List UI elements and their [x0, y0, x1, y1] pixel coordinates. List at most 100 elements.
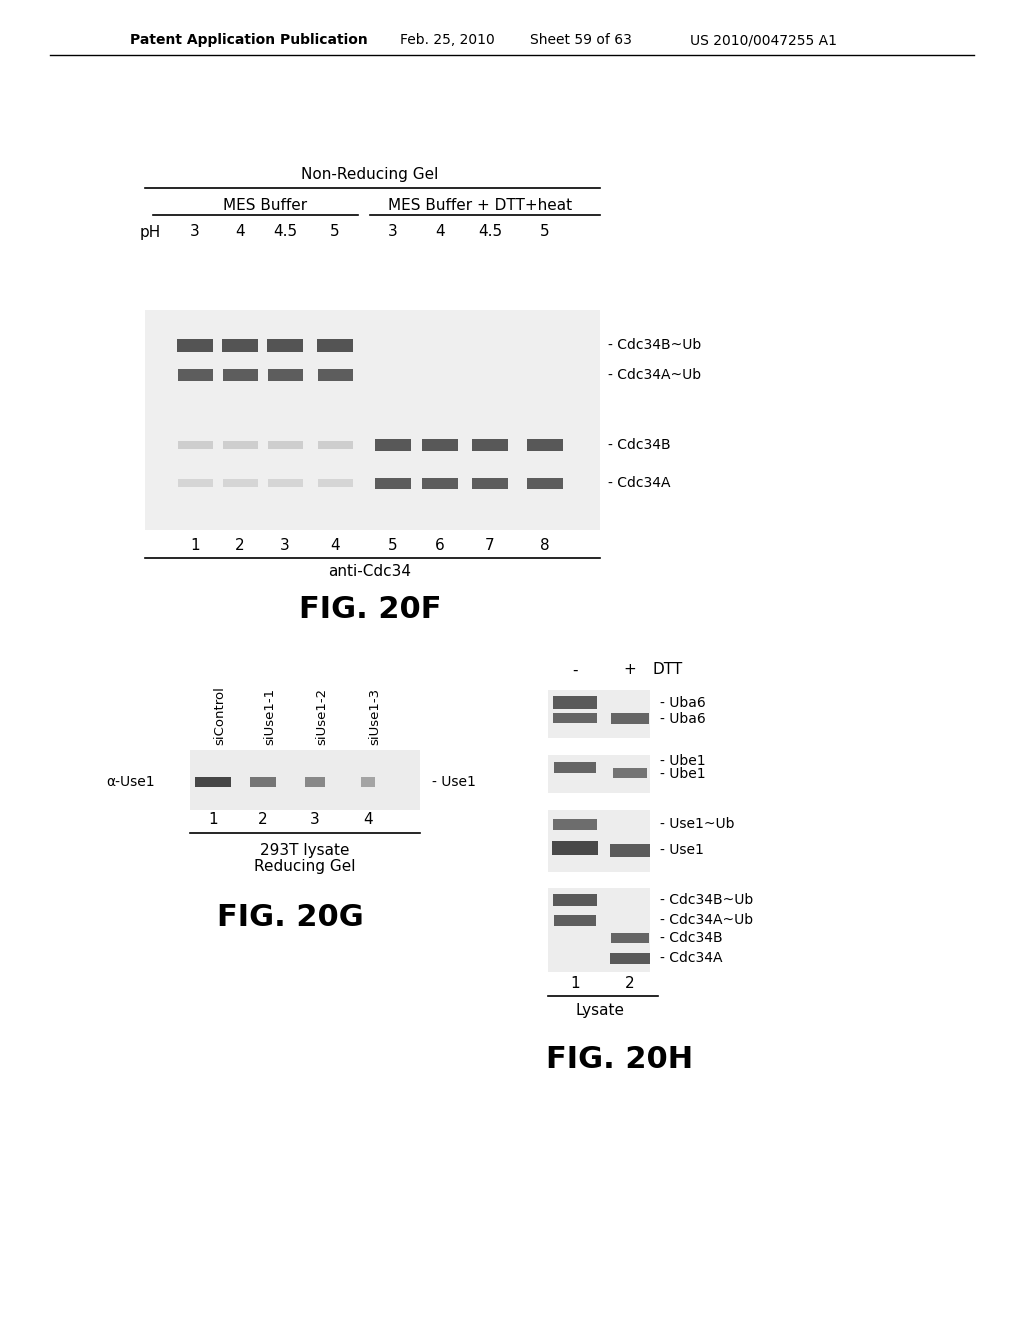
Text: - Cdc34A: - Cdc34A	[608, 477, 671, 490]
Text: 6: 6	[435, 537, 444, 553]
Bar	[548, 755, 650, 793]
Text: - Uba6: - Uba6	[660, 696, 706, 710]
Bar	[177, 370, 213, 381]
Text: FIG. 20F: FIG. 20F	[299, 595, 441, 624]
Bar	[250, 777, 276, 787]
Text: 2: 2	[258, 813, 268, 828]
Text: FIG. 20G: FIG. 20G	[217, 903, 364, 932]
Text: 5: 5	[541, 224, 550, 239]
Bar	[610, 843, 650, 857]
Bar	[553, 894, 597, 906]
Bar	[222, 441, 257, 449]
Bar	[195, 777, 231, 787]
Bar	[177, 479, 213, 487]
Bar	[177, 338, 213, 351]
Bar	[317, 370, 352, 381]
Text: FIG. 20H: FIG. 20H	[547, 1045, 693, 1074]
Bar	[548, 690, 650, 738]
Text: - Cdc34A: - Cdc34A	[660, 950, 723, 965]
Bar	[611, 933, 649, 942]
Text: - Use1: - Use1	[660, 843, 703, 857]
Bar	[375, 478, 411, 488]
Bar	[305, 777, 325, 787]
Bar	[472, 478, 508, 488]
Bar	[553, 696, 597, 709]
Bar	[613, 768, 647, 777]
Bar	[554, 762, 596, 772]
Bar	[548, 888, 650, 972]
Text: MES Buffer + DTT+heat: MES Buffer + DTT+heat	[388, 198, 572, 213]
Text: anti-Cdc34: anti-Cdc34	[329, 565, 412, 579]
Text: - Cdc34A~Ub: - Cdc34A~Ub	[660, 913, 753, 927]
Text: 2: 2	[236, 537, 245, 553]
Text: 293T lysate: 293T lysate	[260, 842, 350, 858]
Bar	[422, 478, 458, 488]
Bar	[177, 441, 213, 449]
Text: Sheet 59 of 63: Sheet 59 of 63	[530, 33, 632, 48]
Text: 1: 1	[190, 537, 200, 553]
Bar	[375, 440, 411, 451]
Text: 4: 4	[330, 537, 340, 553]
Text: 8: 8	[541, 537, 550, 553]
Text: 5: 5	[388, 537, 397, 553]
Bar	[267, 479, 302, 487]
Bar	[222, 479, 257, 487]
Text: Patent Application Publication: Patent Application Publication	[130, 33, 368, 48]
Text: pH: pH	[139, 224, 161, 239]
Text: 5: 5	[330, 224, 340, 239]
Text: siControl: siControl	[213, 686, 226, 744]
Bar	[145, 310, 600, 531]
Text: 4.5: 4.5	[478, 224, 502, 239]
Bar	[267, 370, 302, 381]
Text: - Use1~Ub: - Use1~Ub	[660, 817, 734, 832]
Text: Reducing Gel: Reducing Gel	[254, 859, 355, 874]
Text: 4: 4	[435, 224, 444, 239]
Bar	[472, 440, 508, 451]
Text: Lysate: Lysate	[575, 1002, 625, 1018]
Text: +: +	[624, 663, 636, 677]
Text: Feb. 25, 2010: Feb. 25, 2010	[400, 33, 495, 48]
Bar	[267, 441, 302, 449]
Bar	[527, 478, 563, 488]
Bar	[190, 750, 420, 810]
Bar	[553, 713, 597, 723]
Text: 1: 1	[208, 813, 218, 828]
Bar	[553, 818, 597, 829]
Text: 3: 3	[281, 537, 290, 553]
Text: siUse1-2: siUse1-2	[315, 688, 328, 744]
Text: -: -	[572, 663, 578, 677]
Text: - Uba6: - Uba6	[660, 711, 706, 726]
Bar	[317, 338, 353, 351]
Text: 7: 7	[485, 537, 495, 553]
Text: - Cdc34B~Ub: - Cdc34B~Ub	[660, 894, 754, 907]
Text: siUse1-1: siUse1-1	[263, 688, 276, 744]
Bar	[552, 841, 598, 855]
Bar	[317, 479, 352, 487]
Bar	[222, 338, 258, 351]
Text: - Ube1: - Ube1	[660, 767, 706, 781]
Bar	[222, 370, 257, 381]
Text: 1: 1	[570, 975, 580, 990]
Bar	[361, 777, 375, 787]
Text: - Use1: - Use1	[432, 775, 476, 789]
Text: DTT: DTT	[652, 663, 682, 677]
Bar	[317, 441, 352, 449]
Text: - Cdc34B: - Cdc34B	[660, 931, 723, 945]
Bar	[422, 440, 458, 451]
Text: siUse1-3: siUse1-3	[368, 688, 381, 744]
Text: 3: 3	[310, 813, 319, 828]
Bar	[610, 953, 650, 964]
Text: 3: 3	[388, 224, 398, 239]
Text: Non-Reducing Gel: Non-Reducing Gel	[301, 168, 438, 182]
Bar	[554, 915, 596, 925]
Text: - Cdc34B~Ub: - Cdc34B~Ub	[608, 338, 701, 352]
Text: 2: 2	[626, 975, 635, 990]
Bar	[611, 713, 649, 723]
Bar	[548, 810, 650, 873]
Text: 4.5: 4.5	[273, 224, 297, 239]
Text: α-Use1: α-Use1	[106, 775, 155, 789]
Text: - Cdc34A~Ub: - Cdc34A~Ub	[608, 368, 701, 381]
Text: - Ube1: - Ube1	[660, 754, 706, 768]
Bar	[267, 338, 303, 351]
Text: 4: 4	[364, 813, 373, 828]
